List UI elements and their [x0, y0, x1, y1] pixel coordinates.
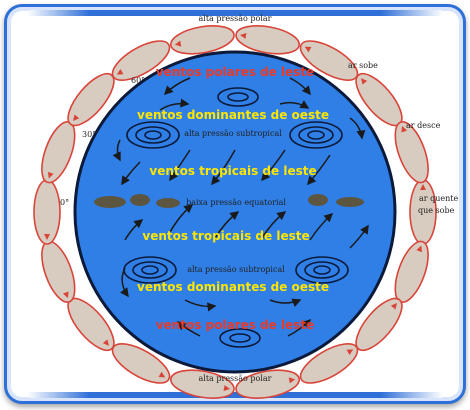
- convection-cell: [299, 343, 359, 384]
- swirl-icon: [126, 121, 180, 149]
- wind-arrows: [112, 77, 369, 337]
- convection-cell: [394, 240, 429, 303]
- circulation-arrow: [401, 125, 407, 133]
- warm-air-label-1: ar quente: [419, 194, 459, 203]
- equatorial-low-label: baixa pressão equatorial: [186, 198, 286, 207]
- circulation-arrow: [63, 291, 69, 299]
- circulation-arrow: [240, 33, 247, 39]
- convection-cell: [235, 369, 300, 399]
- westerlies-top-label: ventos dominantes de oeste: [137, 108, 329, 122]
- warm-air-label-2: que sobe: [418, 206, 455, 215]
- trade-winds-bottom-label: ventos tropicais de leste: [142, 229, 309, 243]
- equatorial-clouds: [94, 194, 364, 208]
- swirl-icon: [217, 87, 259, 107]
- circulation-arrow: [361, 78, 368, 85]
- circulation-arrow: [158, 371, 166, 378]
- top-pressure-label: alta pressão polar: [199, 14, 272, 23]
- circulation-arrow: [416, 245, 423, 253]
- frame-bottom-bar: [27, 392, 443, 398]
- convection-cell: [235, 25, 300, 55]
- circulation-arrow: [102, 339, 109, 346]
- bottom-pressure-label: alta pressão polar: [199, 374, 272, 383]
- convection-cell: [355, 297, 403, 352]
- frame-top-bar: [27, 10, 443, 16]
- polar-winds-bottom-label: ventos polares de leste: [156, 318, 314, 332]
- circulation-arrow: [223, 385, 230, 391]
- circulation-arrow: [174, 40, 182, 47]
- circulation-arrow: [116, 69, 124, 75]
- air-descends-label: ar desce: [406, 121, 441, 130]
- circulation-arrow: [390, 302, 397, 310]
- circulation-arrow: [420, 184, 426, 190]
- subtropical-high-top-label: alta pressão subtropical: [184, 129, 282, 138]
- convection-cell: [41, 121, 76, 184]
- convection-cells: [33, 25, 437, 399]
- convection-cell: [111, 40, 171, 81]
- swirl-icon: [295, 256, 349, 284]
- circulation-arrow: [44, 234, 50, 240]
- circulation-arrow: [304, 46, 312, 53]
- air-rises-label: ar sobe: [348, 61, 378, 70]
- circulation-arrow: [47, 171, 54, 179]
- convection-cell: [170, 369, 235, 399]
- convection-cell: [67, 72, 115, 127]
- swirl-icon: [289, 121, 343, 149]
- trade-winds-top-label: ventos tropicais de leste: [149, 164, 316, 178]
- latitude-0-label: 0°: [60, 198, 69, 207]
- circulation-arrow: [346, 349, 354, 355]
- subtropical-high-bottom-label: alta pressão subtropical: [187, 265, 285, 274]
- westerlies-bottom-label: ventos dominantes de oeste: [137, 280, 329, 294]
- latitude-60-label: 60°: [131, 76, 145, 85]
- circulation-arrow: [73, 114, 80, 122]
- convection-cell: [41, 240, 76, 303]
- convection-cell: [170, 25, 235, 55]
- polar-winds-top-label: ventos polares de leste: [156, 65, 314, 79]
- circulation-arrow: [288, 377, 296, 384]
- convection-cell: [394, 121, 429, 184]
- pressure-swirls: [123, 87, 349, 348]
- latitude-30-label: 30°: [82, 130, 96, 139]
- swirl-icon: [219, 328, 261, 348]
